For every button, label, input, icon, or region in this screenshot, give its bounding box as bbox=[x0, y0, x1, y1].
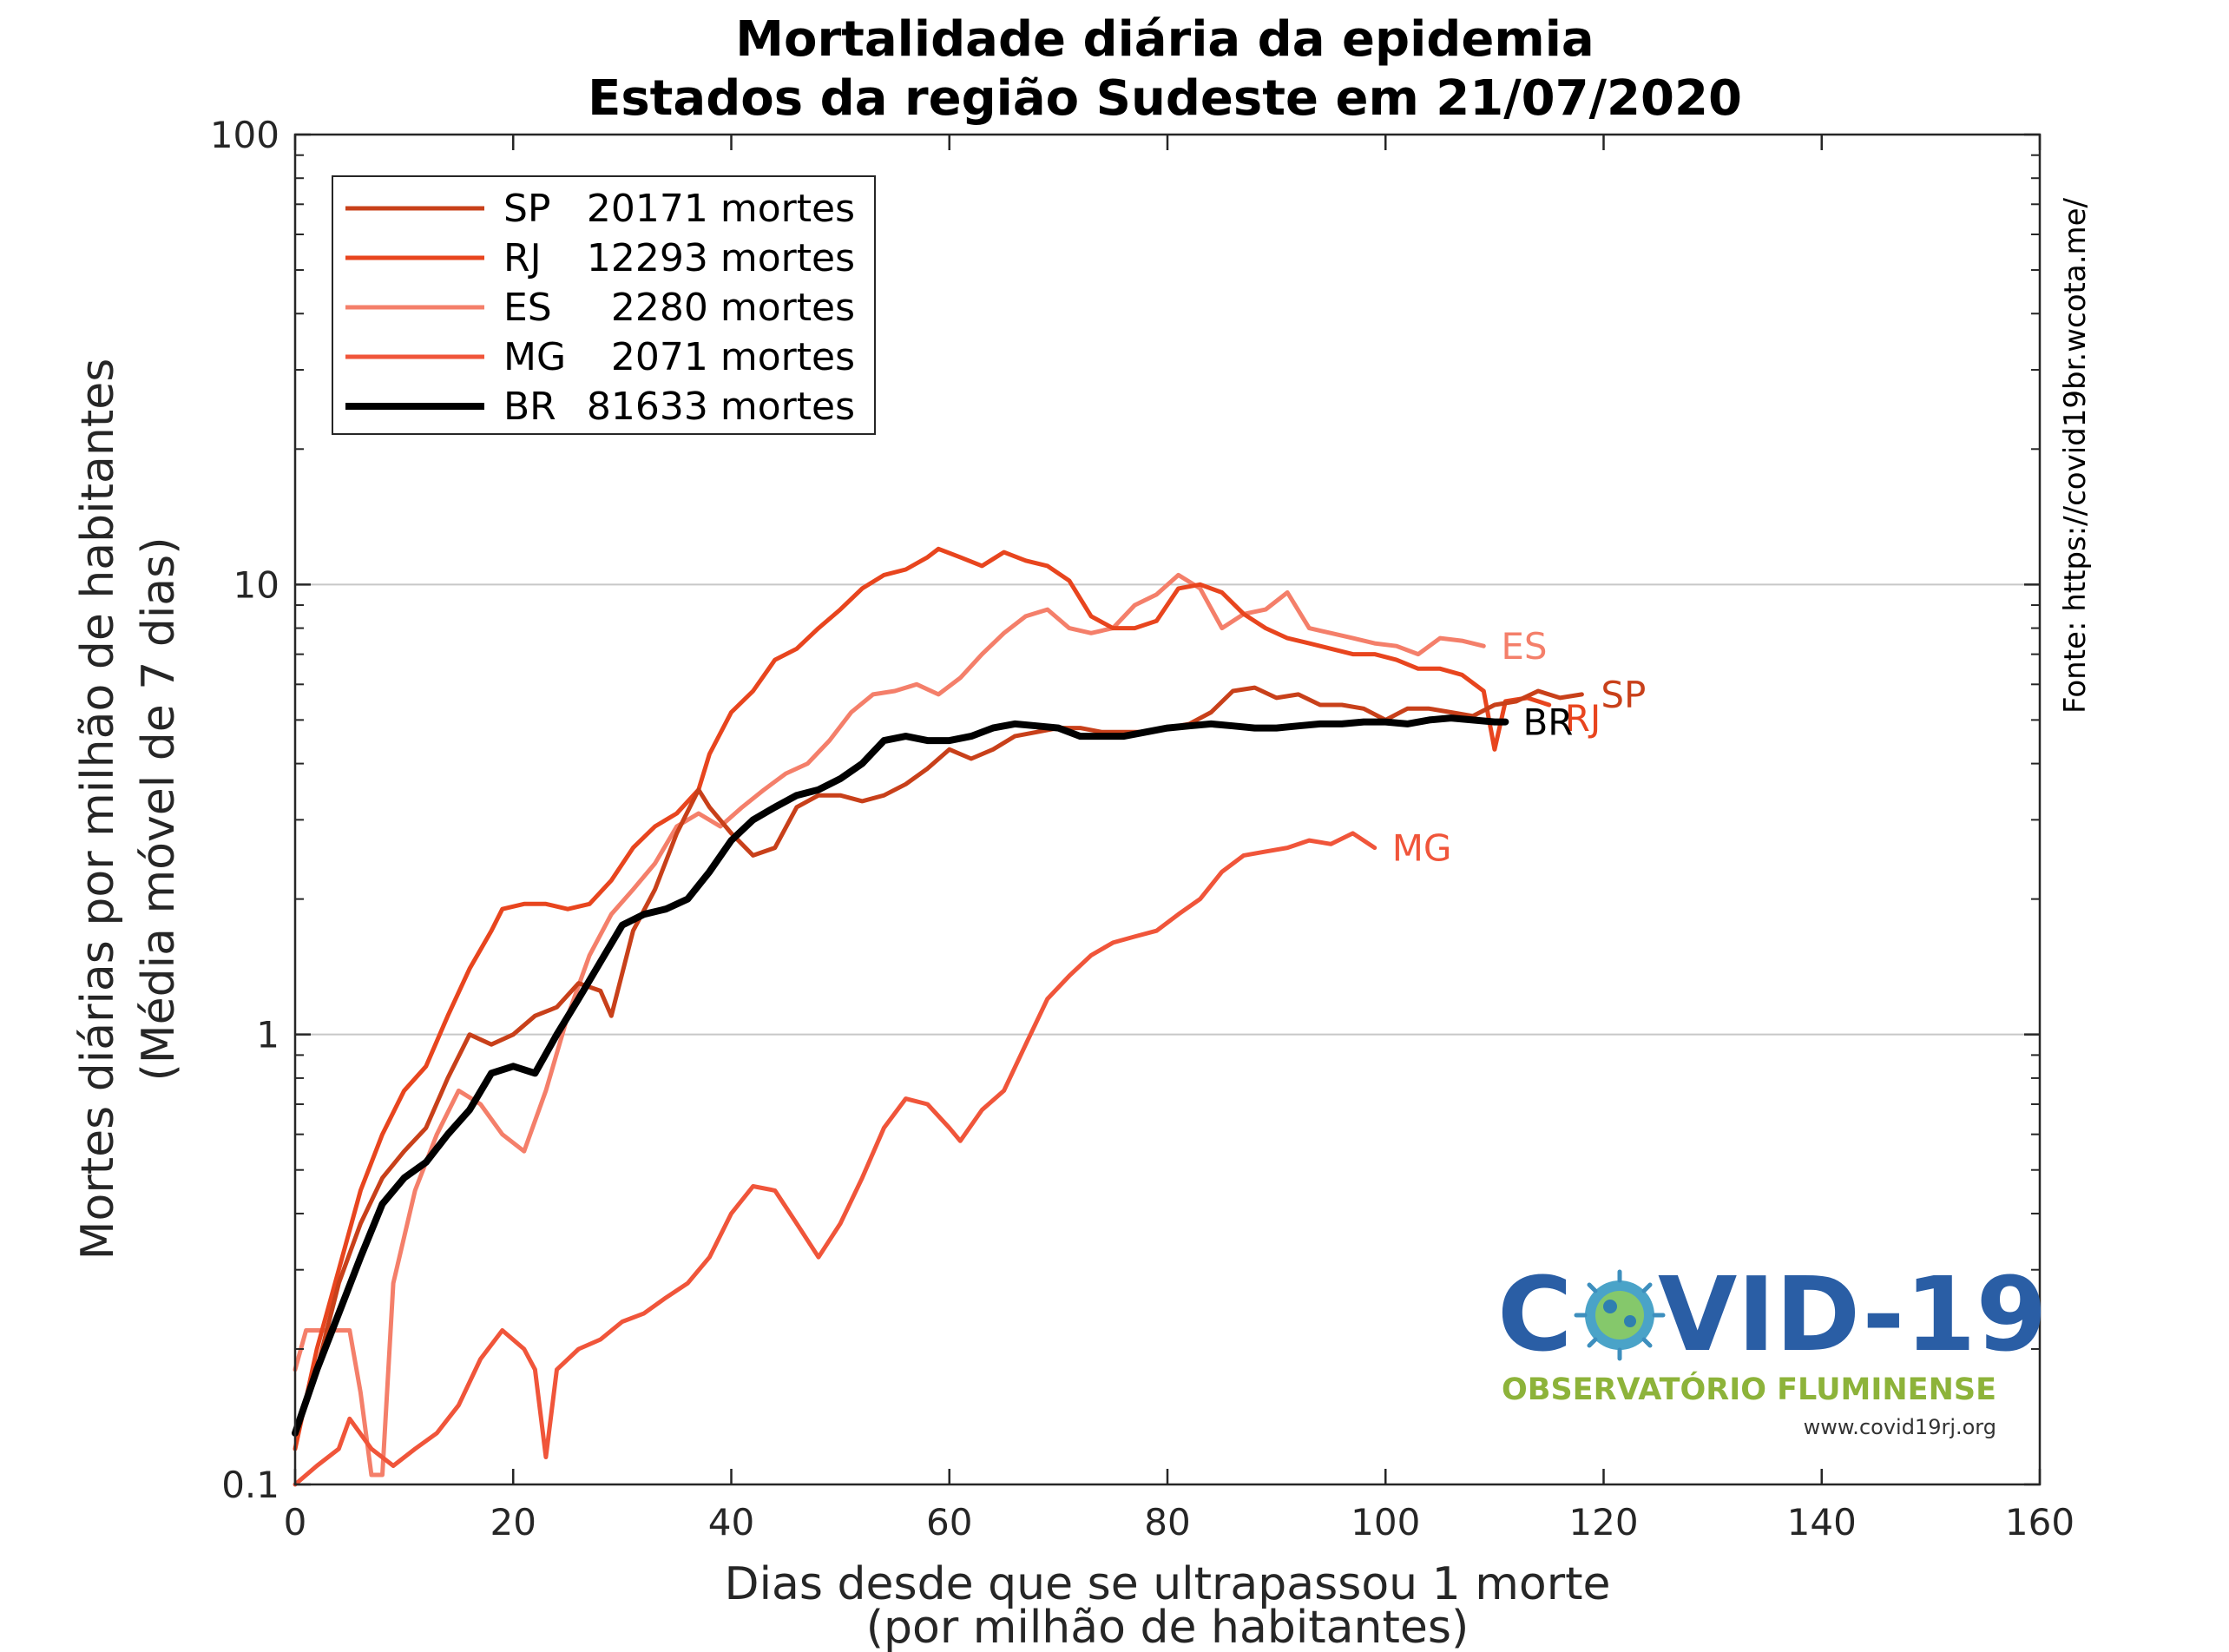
logo-title-right: VID-19 bbox=[1658, 1254, 2048, 1374]
series-line-br bbox=[292, 714, 1509, 1437]
x-tick-label: 80 bbox=[1144, 1501, 1190, 1543]
y-minor-ticks bbox=[295, 154, 2040, 1350]
legend-item-sp: SP 20171 mortes bbox=[345, 187, 855, 231]
series-line-es bbox=[293, 572, 1486, 1478]
y-tick-label: 1 bbox=[256, 1014, 279, 1056]
gridlines bbox=[295, 583, 2040, 1036]
x-axis-label-units: (por milhão de habitantes) bbox=[866, 1602, 1470, 1652]
series-end-label-br: BR bbox=[1522, 701, 1573, 744]
legend-deaths: 12293 mortes bbox=[587, 236, 855, 280]
x-tick-label: 140 bbox=[1787, 1501, 1857, 1543]
x-tick-label: 160 bbox=[2005, 1501, 2074, 1543]
logo-title-left: C bbox=[1497, 1254, 1573, 1374]
legend-series-name: RJ bbox=[503, 236, 542, 280]
x-tick-label: 60 bbox=[926, 1501, 972, 1543]
legend-item-mg: MG 2071 mortes bbox=[345, 335, 855, 379]
series-end-label-mg: MG bbox=[1392, 827, 1452, 870]
chart-title: Mortalidade diária da epidemia bbox=[735, 11, 1594, 68]
series-line-mg bbox=[293, 831, 1378, 1487]
legend-item-br: BR 81633 mortes bbox=[345, 385, 855, 429]
x-ticks: 0 20 40 60 80 100 120 140 160 bbox=[284, 135, 2074, 1543]
series-layer bbox=[292, 546, 1584, 1487]
legend-series-name: SP bbox=[503, 187, 550, 231]
series-end-label-rj: RJ bbox=[1565, 697, 1601, 740]
x-tick-label: 100 bbox=[1351, 1501, 1420, 1543]
logo-url: www.covid19rj.org bbox=[1804, 1415, 1996, 1439]
legend-item-es: ES 2280 mortes bbox=[345, 286, 855, 330]
legend-item-rj: RJ 12293 mortes bbox=[345, 236, 855, 280]
covid19-logo: C VID-19 OBSERVATÓRIO FLUMINENSE www.cov… bbox=[1497, 1254, 2048, 1439]
legend-deaths: 2280 mortes bbox=[611, 286, 855, 330]
y-axis-label: Mortes diárias por milhão de habitantes bbox=[72, 359, 124, 1260]
y-tick-label: 0.1 bbox=[221, 1464, 279, 1506]
y-tick-label: 10 bbox=[233, 563, 279, 606]
x-tick-label: 120 bbox=[1568, 1501, 1638, 1543]
legend-series-name: ES bbox=[503, 286, 552, 330]
legend-deaths: 81633 mortes bbox=[587, 385, 855, 429]
chart-subtitle: Estados da região Sudeste em 21/07/2020 bbox=[588, 70, 1742, 127]
legend-deaths: 2071 mortes bbox=[611, 335, 855, 379]
series-line-rj bbox=[293, 546, 1552, 1451]
x-tick-label: 20 bbox=[490, 1501, 536, 1543]
legend-series-name: MG bbox=[503, 335, 566, 379]
virus-icon bbox=[1574, 1269, 1666, 1361]
series-end-label-es: ES bbox=[1501, 625, 1547, 668]
logo-subtitle: OBSERVATÓRIO FLUMINENSE bbox=[1502, 1371, 1996, 1407]
y-ticks: 0.1 1 10 100 bbox=[210, 114, 2040, 1506]
series-line-sp bbox=[293, 685, 1584, 1436]
y-axis-label-units: (Média móvel de 7 dias) bbox=[133, 536, 185, 1081]
source-note: Fonte: https://covid19br.wcota.me/ bbox=[2058, 197, 2093, 714]
series-end-label-sp: SP bbox=[1601, 674, 1646, 716]
legend-series-name: BR bbox=[503, 385, 556, 429]
x-tick-label: 40 bbox=[708, 1501, 754, 1543]
legend-deaths: 20171 mortes bbox=[587, 187, 855, 231]
legend: SP 20171 mortes RJ 12293 mortes ES 2280 morte… bbox=[332, 175, 876, 435]
y-tick-label: 100 bbox=[210, 114, 279, 156]
x-axis-label: Dias desde que se ultrapassou 1 morte bbox=[725, 1558, 1611, 1610]
x-tick-label: 0 bbox=[284, 1501, 307, 1543]
